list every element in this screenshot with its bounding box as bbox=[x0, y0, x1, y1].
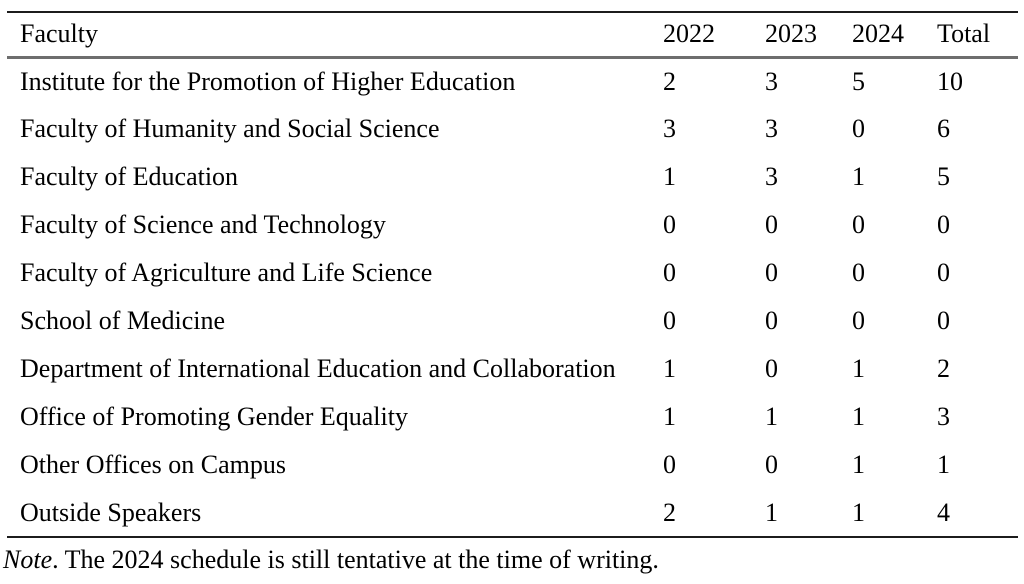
total-cell: 3 bbox=[937, 402, 950, 431]
count-2022-cell: 3 bbox=[663, 114, 676, 143]
faculty-name-cell: Office of Promoting Gender Equality bbox=[20, 402, 408, 431]
table-row: Outside Speakers 2 1 1 4 bbox=[7, 489, 1018, 537]
faculty-name-cell: Faculty of Humanity and Social Science bbox=[20, 114, 440, 143]
count-2022-cell: 0 bbox=[663, 258, 676, 287]
count-2023-cell: 3 bbox=[765, 162, 778, 191]
count-2022-cell: 1 bbox=[663, 354, 676, 383]
count-2022-cell: 1 bbox=[663, 162, 676, 191]
column-header-2024: 2024 bbox=[852, 12, 937, 59]
count-2023-cell: 0 bbox=[765, 258, 778, 287]
count-2024-cell: 1 bbox=[852, 162, 865, 191]
count-2024-cell: 0 bbox=[852, 210, 865, 239]
count-2023-cell: 1 bbox=[765, 497, 778, 527]
faculty-name-cell: Faculty of Agriculture and Life Science bbox=[20, 258, 433, 287]
count-2023-cell: 0 bbox=[765, 354, 778, 383]
faculty-name-cell: School of Medicine bbox=[20, 306, 226, 335]
count-2024-cell: 5 bbox=[852, 66, 865, 96]
total-cell: 1 bbox=[937, 450, 950, 479]
table-row: Department of International Education an… bbox=[7, 345, 1018, 393]
faculty-name-cell: Institute for the Promotion of Higher Ed… bbox=[20, 66, 516, 96]
count-2024-cell: 1 bbox=[852, 354, 865, 383]
count-2024-cell: 0 bbox=[852, 258, 865, 287]
table-row: Faculty of Humanity and Social Science 3… bbox=[7, 105, 1018, 153]
count-2022-cell: 0 bbox=[663, 210, 676, 239]
table-row: Office of Promoting Gender Equality 1 1 … bbox=[7, 393, 1018, 441]
column-header-total: Total bbox=[937, 12, 1018, 59]
column-header-faculty: Faculty bbox=[7, 12, 663, 59]
count-2022-cell: 0 bbox=[663, 450, 676, 479]
faculty-name-cell: Faculty of Education bbox=[20, 162, 239, 191]
table-note: Note. The 2024 schedule is still tentati… bbox=[3, 545, 659, 575]
total-cell: 4 bbox=[937, 497, 950, 527]
total-cell: 2 bbox=[937, 354, 950, 383]
total-cell: 0 bbox=[937, 258, 950, 287]
count-2024-cell: 0 bbox=[852, 306, 865, 335]
count-2022-cell: 1 bbox=[663, 402, 676, 431]
faculty-name-cell: Outside Speakers bbox=[20, 497, 202, 527]
count-2024-cell: 1 bbox=[852, 402, 865, 431]
table-row: Faculty of Agriculture and Life Science … bbox=[7, 249, 1018, 297]
total-cell: 5 bbox=[937, 162, 950, 191]
count-2022-cell: 2 bbox=[663, 497, 676, 527]
faculty-speaker-count-table: Faculty 2022 2023 2024 Total Institute f… bbox=[7, 11, 1018, 538]
faculty-name-cell: Other Offices on Campus bbox=[20, 450, 286, 479]
note-text: . The 2024 schedule is still tentative a… bbox=[52, 545, 659, 574]
faculty-name-cell: Department of International Education an… bbox=[20, 354, 616, 383]
count-2024-cell: 1 bbox=[852, 450, 865, 479]
count-2023-cell: 0 bbox=[765, 450, 778, 479]
count-2022-cell: 2 bbox=[663, 66, 676, 96]
note-label: Note bbox=[3, 545, 53, 574]
count-2024-cell: 1 bbox=[852, 497, 865, 527]
count-2023-cell: 3 bbox=[765, 66, 778, 96]
table-row: Faculty of Science and Technology 0 0 0 … bbox=[7, 201, 1018, 249]
count-2023-cell: 1 bbox=[765, 402, 778, 431]
count-2023-cell: 0 bbox=[765, 210, 778, 239]
table-row: Faculty of Education 1 3 1 5 bbox=[7, 153, 1018, 201]
total-cell: 0 bbox=[937, 210, 950, 239]
table-row: Institute for the Promotion of Higher Ed… bbox=[7, 57, 1018, 105]
header-row: Faculty 2022 2023 2024 Total bbox=[7, 12, 1018, 59]
table-row: School of Medicine 0 0 0 0 bbox=[7, 297, 1018, 345]
count-2023-cell: 3 bbox=[765, 114, 778, 143]
total-cell: 10 bbox=[937, 66, 963, 96]
table-row: Other Offices on Campus 0 0 1 1 bbox=[7, 441, 1018, 489]
column-header-2023: 2023 bbox=[765, 12, 852, 59]
count-2024-cell: 0 bbox=[852, 114, 865, 143]
total-cell: 0 bbox=[937, 306, 950, 335]
total-cell: 6 bbox=[937, 114, 950, 143]
count-2022-cell: 0 bbox=[663, 306, 676, 335]
faculty-name-cell: Faculty of Science and Technology bbox=[20, 210, 386, 239]
column-header-2022: 2022 bbox=[663, 12, 765, 59]
count-2023-cell: 0 bbox=[765, 306, 778, 335]
